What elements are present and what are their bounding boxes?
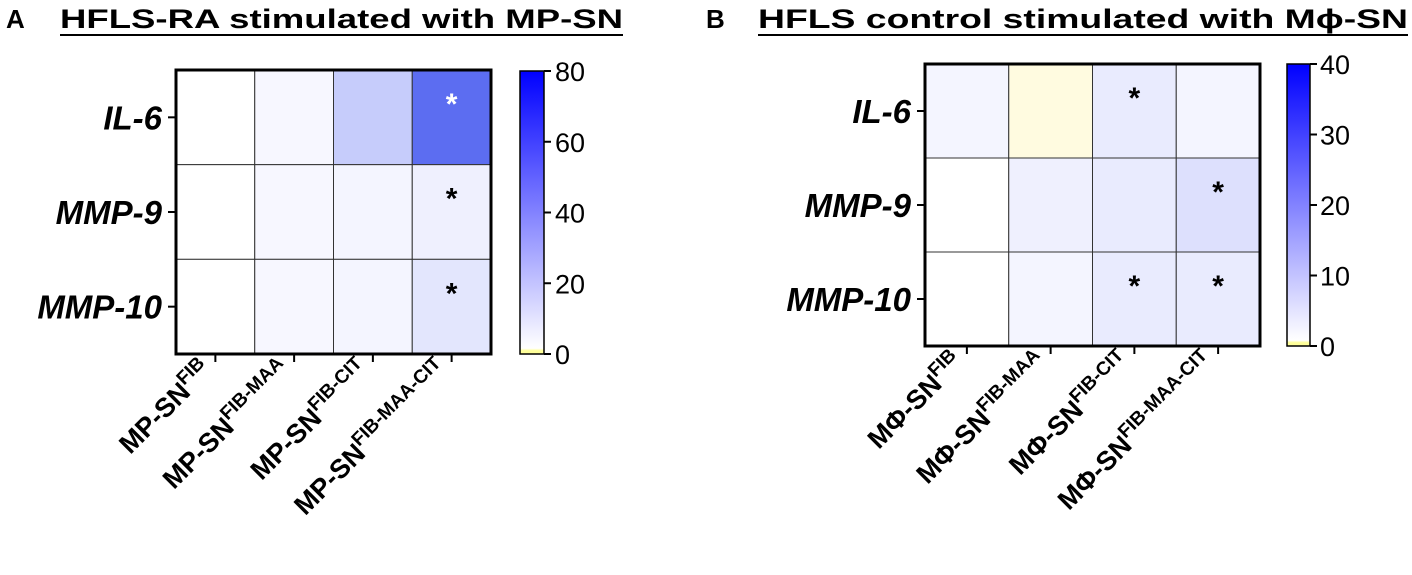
row-label: MMP-9 — [56, 194, 163, 231]
heatmap-cell — [175, 258, 256, 355]
significance-marker: * — [446, 183, 458, 216]
chart-title: HFLS control stimulated with Mϕ-SN — [758, 4, 1408, 34]
heatmap-cell — [175, 164, 256, 260]
colorbar-tick-label: 40 — [555, 199, 585, 229]
significance-marker: * — [1129, 270, 1141, 303]
heatmap-cell — [1175, 63, 1261, 159]
heatmap-cell — [924, 63, 1010, 159]
column-label-base: MΦ-SN — [862, 369, 948, 455]
colorbar — [1286, 63, 1311, 347]
column-label-base: MΦ-SN — [1003, 395, 1089, 481]
significance-marker: * — [1129, 82, 1141, 115]
heatmap-cell — [924, 157, 1010, 253]
heatmap-panel-b: B HFLS control stimulated with Mϕ-SN * * * * I… — [706, 4, 1408, 516]
heatmap-cell — [333, 164, 413, 260]
heatmap-cell — [1092, 157, 1177, 253]
colorbar-tick-label: 10 — [1320, 262, 1350, 292]
heatmap-cell — [333, 69, 413, 166]
heatmap-cell — [1008, 251, 1093, 347]
colorbar-tick-label: 40 — [1320, 50, 1350, 80]
heatmap-cell — [1008, 63, 1093, 159]
colorbar-tick-label: 20 — [555, 269, 585, 299]
chart-title: HFLS-RA stimulated with MP-SN — [60, 4, 623, 34]
row-label: MMP-9 — [805, 187, 912, 224]
significance-marker: * — [1212, 176, 1224, 209]
row-label: IL-6 — [103, 99, 162, 136]
heatmap-cell — [175, 69, 256, 166]
panel-label: A — [6, 4, 25, 34]
heatmap-cell — [411, 164, 492, 260]
colorbar-tick-label: 0 — [1320, 332, 1335, 362]
colorbar-tick-label: 30 — [1320, 121, 1350, 151]
heatmap-cell — [254, 69, 334, 166]
row-label: MMP-10 — [786, 281, 911, 318]
heatmap-cell — [924, 251, 1010, 347]
panel-label: B — [706, 4, 725, 34]
heatmap-panel-a: A HFLS-RA stimulated with MP-SN * * * IL-6 MMP… — [6, 4, 623, 521]
heatmap-cell — [1175, 251, 1261, 347]
column-label: MΦ-SNFIB-MAA-CIT — [1050, 345, 1221, 516]
column-label-superscript: FIB-MAA-CIT — [1114, 345, 1212, 443]
heatmap-cell — [333, 258, 413, 355]
column-label-superscript: FIB-MAA — [216, 353, 288, 425]
significance-marker: * — [1212, 270, 1224, 303]
colorbar-tick-label: 60 — [555, 128, 585, 158]
heatmap-cell — [1092, 251, 1177, 347]
column-label-superscript: FIB-MAA — [973, 345, 1045, 417]
heatmap-cell — [254, 164, 334, 260]
significance-marker: * — [446, 88, 458, 121]
column-label-superscript: FIB-CIT — [1066, 345, 1129, 408]
significance-marker: * — [446, 277, 458, 310]
heatmap-cell — [1008, 157, 1093, 253]
heatmap-cell — [254, 258, 334, 355]
column-label-base: MΦ-SN — [1052, 430, 1138, 516]
colorbar-tick-label: 20 — [1320, 191, 1350, 221]
column-label-base: MΦ-SN — [910, 404, 996, 490]
colorbar-tick-label: 0 — [555, 340, 570, 370]
colorbar-tick-label: 80 — [555, 57, 585, 87]
row-label: MMP-10 — [37, 289, 162, 326]
row-label: IL-6 — [852, 93, 911, 130]
colorbar — [519, 70, 545, 355]
column-label-superscript: FIB-CIT — [304, 353, 367, 416]
